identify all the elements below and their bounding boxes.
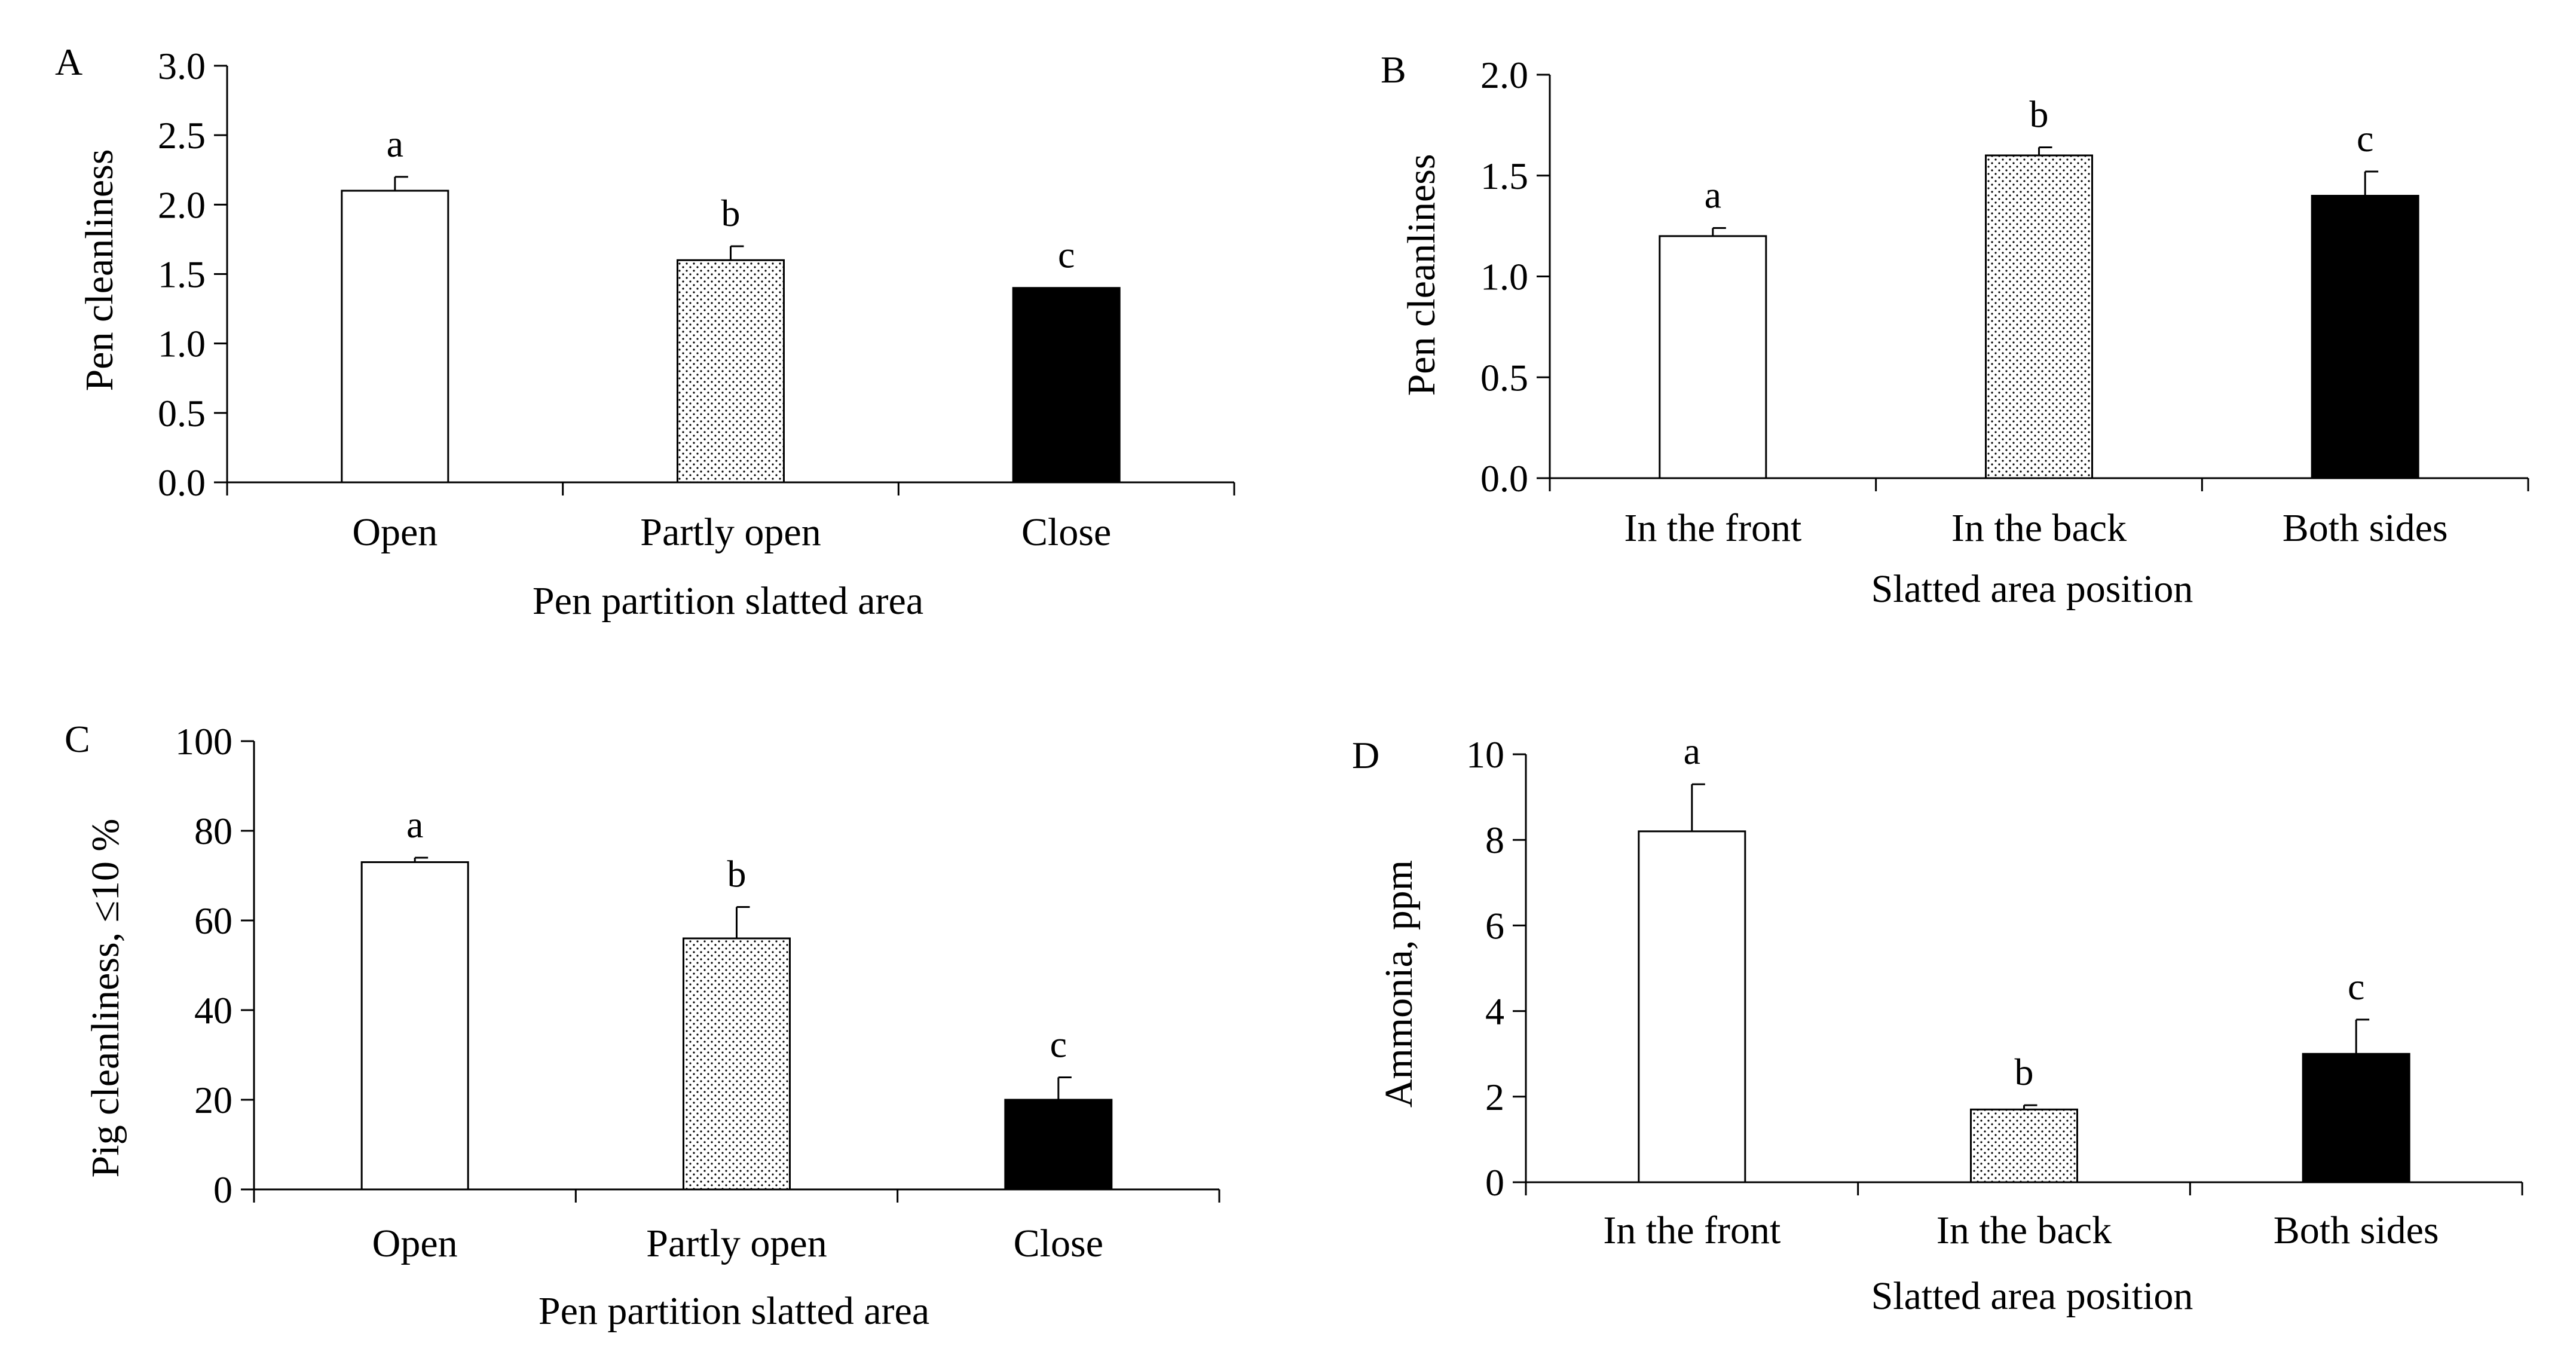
significance-letter: c <box>2357 117 2373 160</box>
panel-label: D <box>1352 734 1379 776</box>
significance-letter: a <box>1684 730 1700 772</box>
significance-letter: b <box>2030 93 2049 136</box>
y-tick-label: 2.0 <box>1480 54 1528 96</box>
x-tick-label: Open <box>352 510 438 554</box>
y-tick-label: 80 <box>194 810 232 852</box>
significance-letter: b <box>727 853 747 895</box>
y-tick-label: 60 <box>194 900 232 942</box>
bar <box>683 937 791 1191</box>
panel-d: D Ammonia, ppm Slatted area position 0 2 4… <box>1352 730 2523 1318</box>
bar <box>1004 1099 1113 1191</box>
significance-letter: a <box>1705 174 1721 216</box>
y-tick-label: 1.5 <box>158 253 206 296</box>
x-tick-label: In the front <box>1624 506 1801 550</box>
y-tick-label: 3.0 <box>158 45 206 87</box>
significance-letter: c <box>1058 234 1075 276</box>
panel-label: A <box>55 41 82 83</box>
significance-letter: b <box>721 192 741 234</box>
panel-c: C Pig cleanliness, ≤10 % Pen partition s… <box>65 718 1220 1333</box>
y-tick-label: 0 <box>1485 1161 1504 1204</box>
y-tick-label: 20 <box>194 1079 232 1121</box>
y-tick-label: 10 <box>1466 733 1504 776</box>
y-tick-label: 0.0 <box>1480 457 1528 500</box>
y-tick-label: 0 <box>213 1168 232 1211</box>
bar <box>2302 1053 2410 1183</box>
y-tick-label: 0.0 <box>158 461 206 504</box>
y-tick-label: 6 <box>1485 904 1504 947</box>
y-tick-label: 1.0 <box>158 323 206 365</box>
significance-letter: a <box>387 123 403 165</box>
bar <box>2311 195 2419 479</box>
y-axis-label: Pig cleanliness, ≤10 % <box>84 819 127 1178</box>
y-tick-label: 2.0 <box>158 183 206 226</box>
x-tick-label: Open <box>372 1222 458 1265</box>
x-tick-label: Close <box>1014 1222 1103 1265</box>
x-tick-label: Both sides <box>2283 506 2448 550</box>
panel-a: A Pen cleanliness Pen partition slatted … <box>55 41 1235 623</box>
x-axis-label: Slatted area position <box>1871 567 2193 611</box>
x-axis-label: Slatted area position <box>1871 1274 2193 1318</box>
bar <box>1638 830 1746 1183</box>
y-tick-label: 0.5 <box>158 392 206 435</box>
bar <box>341 189 449 484</box>
x-axis-label: Pen partition slatted area <box>539 1289 929 1333</box>
x-tick-label: In the back <box>1936 1209 2112 1252</box>
y-tick-label: 2 <box>1485 1076 1504 1118</box>
y-axis-label: Ammonia, ppm <box>1377 860 1421 1108</box>
bar <box>1659 235 1767 479</box>
y-tick-label: 40 <box>194 989 232 1032</box>
panel-b: B Pen cleanliness Slatted area position … <box>1381 48 2529 611</box>
bar <box>1012 287 1121 484</box>
significance-letter: a <box>406 803 423 846</box>
x-tick-label: In the back <box>1951 506 2127 550</box>
x-tick-label: In the front <box>1603 1209 1780 1252</box>
y-tick-label: 1.5 <box>1480 155 1528 197</box>
y-tick-label: 2.5 <box>158 114 206 157</box>
bar <box>1985 154 2093 479</box>
x-tick-label: Both sides <box>2274 1209 2439 1252</box>
significance-letter: b <box>2015 1051 2034 1093</box>
y-tick-label: 100 <box>175 720 232 763</box>
y-axis-label: Pen cleanliness <box>1400 154 1443 396</box>
y-tick-label: 4 <box>1485 990 1504 1033</box>
significance-letter: c <box>2348 965 2364 1008</box>
y-axis-label: Pen cleanliness <box>78 149 121 391</box>
bar <box>677 259 785 484</box>
bar <box>360 861 469 1191</box>
x-tick-label: Partly open <box>640 510 821 554</box>
bar <box>1970 1108 2078 1183</box>
significance-letter: c <box>1050 1023 1067 1066</box>
panel-label: C <box>65 718 90 760</box>
x-tick-label: Close <box>1021 510 1111 554</box>
y-tick-label: 8 <box>1485 819 1504 861</box>
y-tick-label: 1.0 <box>1480 256 1528 298</box>
x-axis-label: Pen partition slatted area <box>533 579 923 623</box>
x-tick-label: Partly open <box>646 1222 827 1265</box>
y-tick-label: 0.5 <box>1480 356 1528 399</box>
panel-label: B <box>1381 48 1406 91</box>
